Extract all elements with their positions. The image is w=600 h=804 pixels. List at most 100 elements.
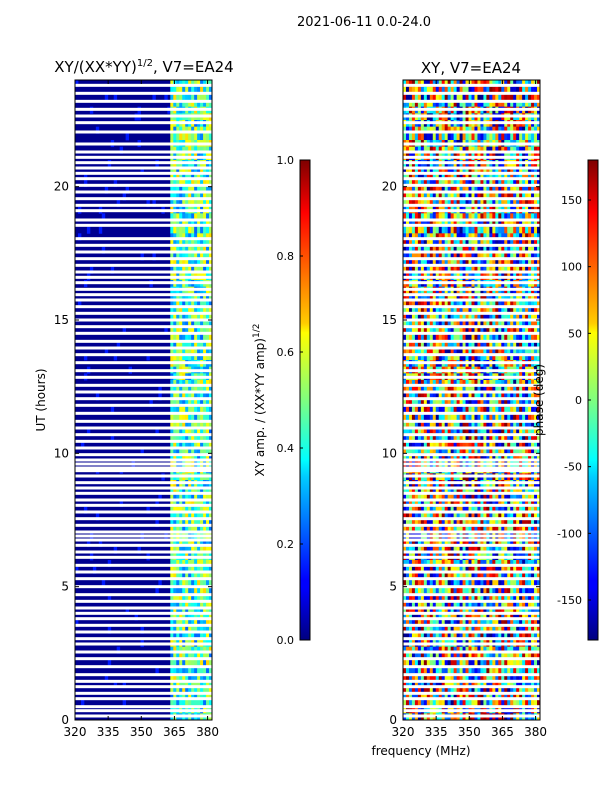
amplitude-colorbar: 0.00.20.40.60.81.0 XY amp. / (XX*YY amp)… (252, 154, 310, 647)
flagged-row (75, 361, 212, 364)
flagged-row (75, 84, 212, 87)
flagged-row (75, 453, 212, 456)
heatmap-cell (418, 227, 421, 234)
heatmap-cell (200, 227, 203, 234)
heatmap-cell (433, 227, 436, 234)
flagged-row (75, 281, 212, 284)
heatmap-cell (460, 227, 463, 234)
flagged-row (75, 631, 212, 634)
heatmap-cell (442, 227, 445, 234)
flagged-row (75, 369, 212, 372)
flagged-row (75, 617, 212, 620)
heatmap-cell (427, 227, 430, 234)
heatmap-cell (191, 133, 194, 140)
heatmap-cell (516, 133, 519, 140)
heatmap-cell (421, 227, 424, 234)
y-tick-label: 5 (61, 580, 69, 594)
heatmap-cell (513, 133, 516, 140)
colorbar-tick-label: 0.4 (277, 442, 295, 455)
flagged-row (75, 705, 212, 708)
flagged-row (75, 637, 212, 640)
heatmap-cell (528, 227, 531, 234)
flagged-row (75, 325, 212, 328)
heatmap-cell (510, 227, 513, 234)
flagged-row (75, 673, 212, 676)
flagged-row (75, 204, 212, 207)
heatmap-cell (531, 133, 534, 140)
flagged-row (75, 585, 212, 588)
y-tick-label: 15 (54, 313, 69, 327)
heatmap-cell (489, 227, 492, 234)
figure-suptitle: 2021-06-11 0.0-24.0 (297, 15, 431, 30)
heatmap-cell (409, 227, 412, 234)
heatmap-cell (87, 227, 90, 234)
flagged-row (75, 680, 212, 683)
heatmap-cell (448, 133, 451, 140)
flagged-row (75, 288, 212, 291)
flagged-row (75, 391, 212, 394)
heatmap-cell (126, 133, 129, 140)
heatmap-cell (498, 133, 501, 140)
heatmap-cell (460, 133, 463, 140)
heatmap-cell (466, 227, 469, 234)
flagged-row (75, 427, 212, 430)
flagged-row (75, 312, 212, 315)
heatmap-cell (176, 227, 179, 234)
flagged-row (75, 531, 212, 534)
heatmap-cell (477, 227, 480, 234)
heatmap-cell (421, 133, 424, 140)
heatmap-cell (486, 227, 489, 234)
flagged-row (75, 624, 212, 627)
flagged-row (75, 257, 212, 260)
heatmap-cell (463, 227, 466, 234)
x-tick-label: 365 (163, 725, 186, 739)
flagged-row (75, 517, 212, 520)
flagged-row (75, 244, 212, 247)
heatmap-cell (457, 227, 460, 234)
flagged-row (75, 384, 212, 387)
flagged-row (75, 156, 212, 159)
flagged-row (75, 504, 212, 507)
flagged-row (75, 376, 212, 379)
heatmap-cell (510, 133, 513, 140)
heatmap-cell (406, 227, 409, 234)
heatmap-cell (445, 133, 448, 140)
heatmap-cell (457, 133, 460, 140)
x-tick-label: 335 (97, 725, 120, 739)
heatmap-cell (519, 227, 522, 234)
heatmap-cell (492, 227, 495, 234)
y-tick-label: 0 (61, 713, 69, 727)
colorbar-tick-label: 1.0 (277, 154, 295, 167)
heatmap-cell (495, 133, 498, 140)
heatmap-cell (412, 227, 415, 234)
flagged-row (75, 612, 212, 615)
heatmap-cell (179, 133, 182, 140)
flagged-row (75, 397, 212, 400)
heatmap-cell (99, 227, 102, 234)
heatmap-cell (430, 133, 433, 140)
flagged-row (75, 293, 212, 296)
heatmap-cell (424, 227, 427, 234)
heatmap-cell (182, 227, 185, 234)
heatmap-cell (495, 227, 498, 234)
flagged-row (75, 459, 212, 462)
heatmap-cell (474, 133, 477, 140)
flagged-row (75, 487, 212, 490)
flagged-row (75, 469, 212, 472)
heatmap-cell (206, 133, 209, 140)
heatmap-cell (197, 227, 200, 234)
flagged-row (75, 340, 212, 343)
heatmap-cell (197, 133, 200, 140)
heatmap-cell (516, 227, 519, 234)
heatmap-cell (194, 227, 197, 234)
flagged-row (75, 151, 212, 154)
heatmap-cell (179, 227, 182, 234)
y-tick-label: 20 (54, 180, 69, 194)
heatmap-cell (486, 133, 489, 140)
heatmap-cell (203, 227, 206, 234)
flagged-row (75, 463, 212, 466)
heatmap-cell (194, 133, 197, 140)
heatmap-cell (534, 227, 537, 234)
heatmap-cell (466, 133, 469, 140)
